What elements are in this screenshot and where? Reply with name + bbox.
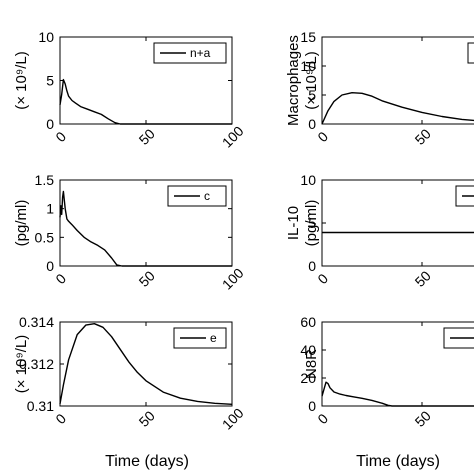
- x-tick-label: 100: [219, 265, 247, 293]
- y-axis-label: (pg/ml): [303, 200, 320, 247]
- y-tick-label: 5: [308, 87, 316, 103]
- x-tick-label: 0: [52, 270, 69, 287]
- x-tick-label: 0: [314, 410, 331, 427]
- legend: n+a: [153, 42, 227, 64]
- y-tick-label: 5: [46, 73, 54, 89]
- y-tick-label: 0.5: [35, 229, 55, 245]
- y-tick-label: 1: [46, 201, 54, 217]
- y-axis-label: IL-10: [285, 206, 302, 240]
- x-tick-label: 50: [136, 267, 158, 289]
- series-line-e: [59, 323, 233, 405]
- y-tick-label: 0: [46, 116, 54, 132]
- legend: [455, 185, 474, 207]
- plot-frame: [321, 179, 474, 267]
- legend: (n+a)/: [443, 327, 474, 349]
- legend-label: n+a: [190, 46, 211, 60]
- y-axis-label: N8R: [303, 349, 320, 379]
- y-tick-label: 0: [308, 116, 316, 132]
- y-axis-label: (× 10⁹/L): [303, 51, 320, 110]
- x-tick-label: 0: [52, 410, 69, 427]
- y-axis-label: (× 10⁹/L): [13, 335, 30, 394]
- y-tick-label: 0.312: [19, 356, 54, 372]
- x-tick-label: 50: [136, 125, 158, 147]
- y-tick-label: 10: [300, 172, 316, 188]
- y-axis-label: Macrophages: [285, 35, 302, 126]
- x-axis-label-left: Time (days): [105, 453, 189, 470]
- y-tick-label: 20: [300, 370, 316, 386]
- series-line-macrophages: [321, 91, 474, 125]
- y-axis-label: (pg/ml): [13, 200, 30, 247]
- y-tick-label: 0: [308, 398, 316, 414]
- legend: c: [167, 185, 227, 207]
- x-tick-label: 0: [314, 270, 331, 287]
- legend-box: [467, 42, 474, 64]
- x-tick-label: 50: [412, 267, 434, 289]
- y-tick-label: 0: [46, 258, 54, 274]
- y-tick-label: 0.314: [19, 314, 54, 330]
- series-line-n_a: [59, 78, 232, 125]
- y-tick-label: 1.5: [35, 172, 55, 188]
- panel-il10: 0 5 10 0 50 IL-10 (pg/ml): [285, 172, 474, 290]
- y-tick-label: 40: [300, 342, 316, 358]
- y-tick-label: 5: [308, 215, 316, 231]
- y-tick-label: 0.31: [27, 398, 54, 414]
- y-tick-label: 10: [38, 29, 54, 45]
- panel-e: 0.31 0.312 0.314 0 50 100 (× 10⁹/L) e: [13, 314, 247, 433]
- y-tick-label: 60: [300, 314, 316, 330]
- x-tick-label: 0: [314, 128, 331, 145]
- legend: e: [173, 327, 227, 349]
- x-tick-label: 0: [52, 128, 69, 145]
- panel-n8r: 0 20 40 60 0 50 N8R (n+a)/: [300, 314, 474, 430]
- x-tick-label: 100: [219, 405, 247, 433]
- x-tick-label: 50: [412, 125, 434, 147]
- y-tick-label: 15: [300, 29, 316, 45]
- legend: n: [467, 42, 474, 64]
- legend-label: c: [204, 189, 210, 203]
- x-tick-label: 50: [136, 407, 158, 429]
- legend-label: e: [210, 331, 217, 345]
- y-tick-label: 0: [308, 258, 316, 274]
- series-line-n8r: [321, 381, 474, 407]
- legend-box: [153, 42, 227, 64]
- y-axis-label: (× 10⁹/L): [13, 51, 30, 110]
- x-tick-label: 100: [219, 123, 247, 151]
- x-axis-label-right: Time (days): [356, 453, 440, 470]
- panel-macrophages: 0 5 10 15 0 50 Macrophages(× 10⁹/L) n: [285, 29, 474, 148]
- plot-frame: [321, 36, 474, 125]
- y-tick-label: 10: [300, 58, 316, 74]
- series-line-c: [59, 190, 232, 267]
- panel-c: 0 0.5 1 1.5 0 50 100 (pg/ml) c: [13, 172, 247, 293]
- x-tick-label: 50: [412, 407, 434, 429]
